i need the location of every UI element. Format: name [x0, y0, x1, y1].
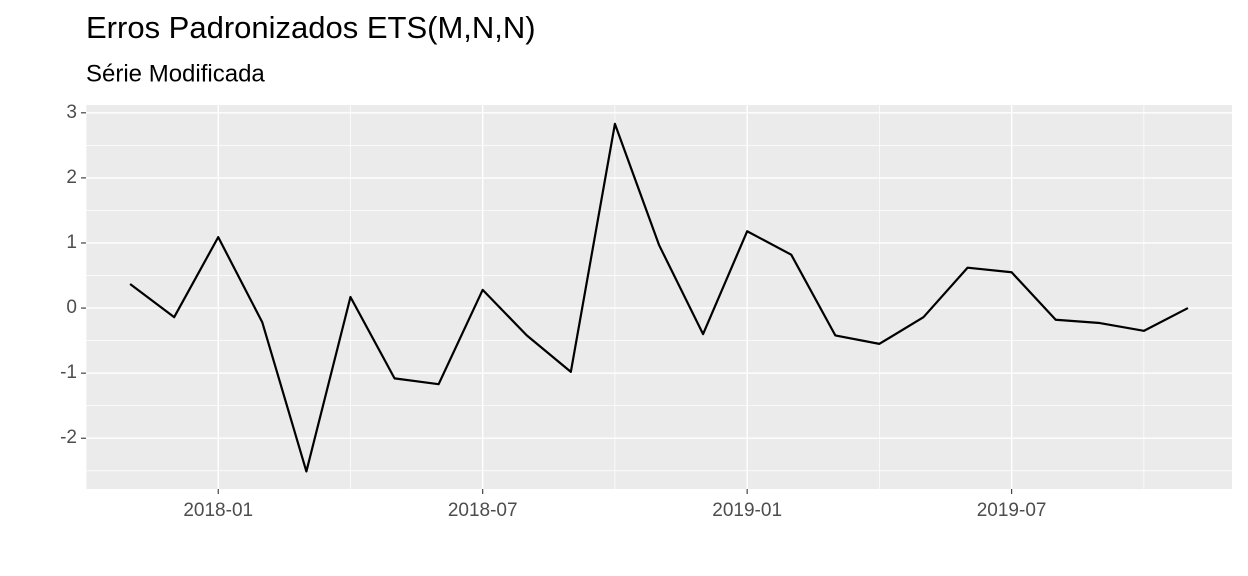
- y-tick-label: 0: [66, 297, 77, 318]
- y-tick-label: 2: [66, 167, 77, 188]
- x-tick-label: 2018-07: [448, 500, 518, 521]
- chart-subtitle: Série Modificada: [86, 60, 265, 87]
- series-line: [129, 122, 1189, 473]
- y-tick-label: 1: [66, 232, 77, 253]
- panel: [86, 105, 1232, 489]
- y-tick-label: -1: [60, 362, 77, 383]
- x-tick-label: 2018-01: [183, 500, 253, 521]
- y-tick-label: -2: [60, 427, 77, 448]
- chart-title: Erros Padronizados ETS(M,N,N): [86, 10, 536, 45]
- x-tick-label: 2019-01: [712, 500, 782, 521]
- x-tick-label: 2019-07: [977, 500, 1047, 521]
- y-tick-label: 3: [66, 102, 77, 123]
